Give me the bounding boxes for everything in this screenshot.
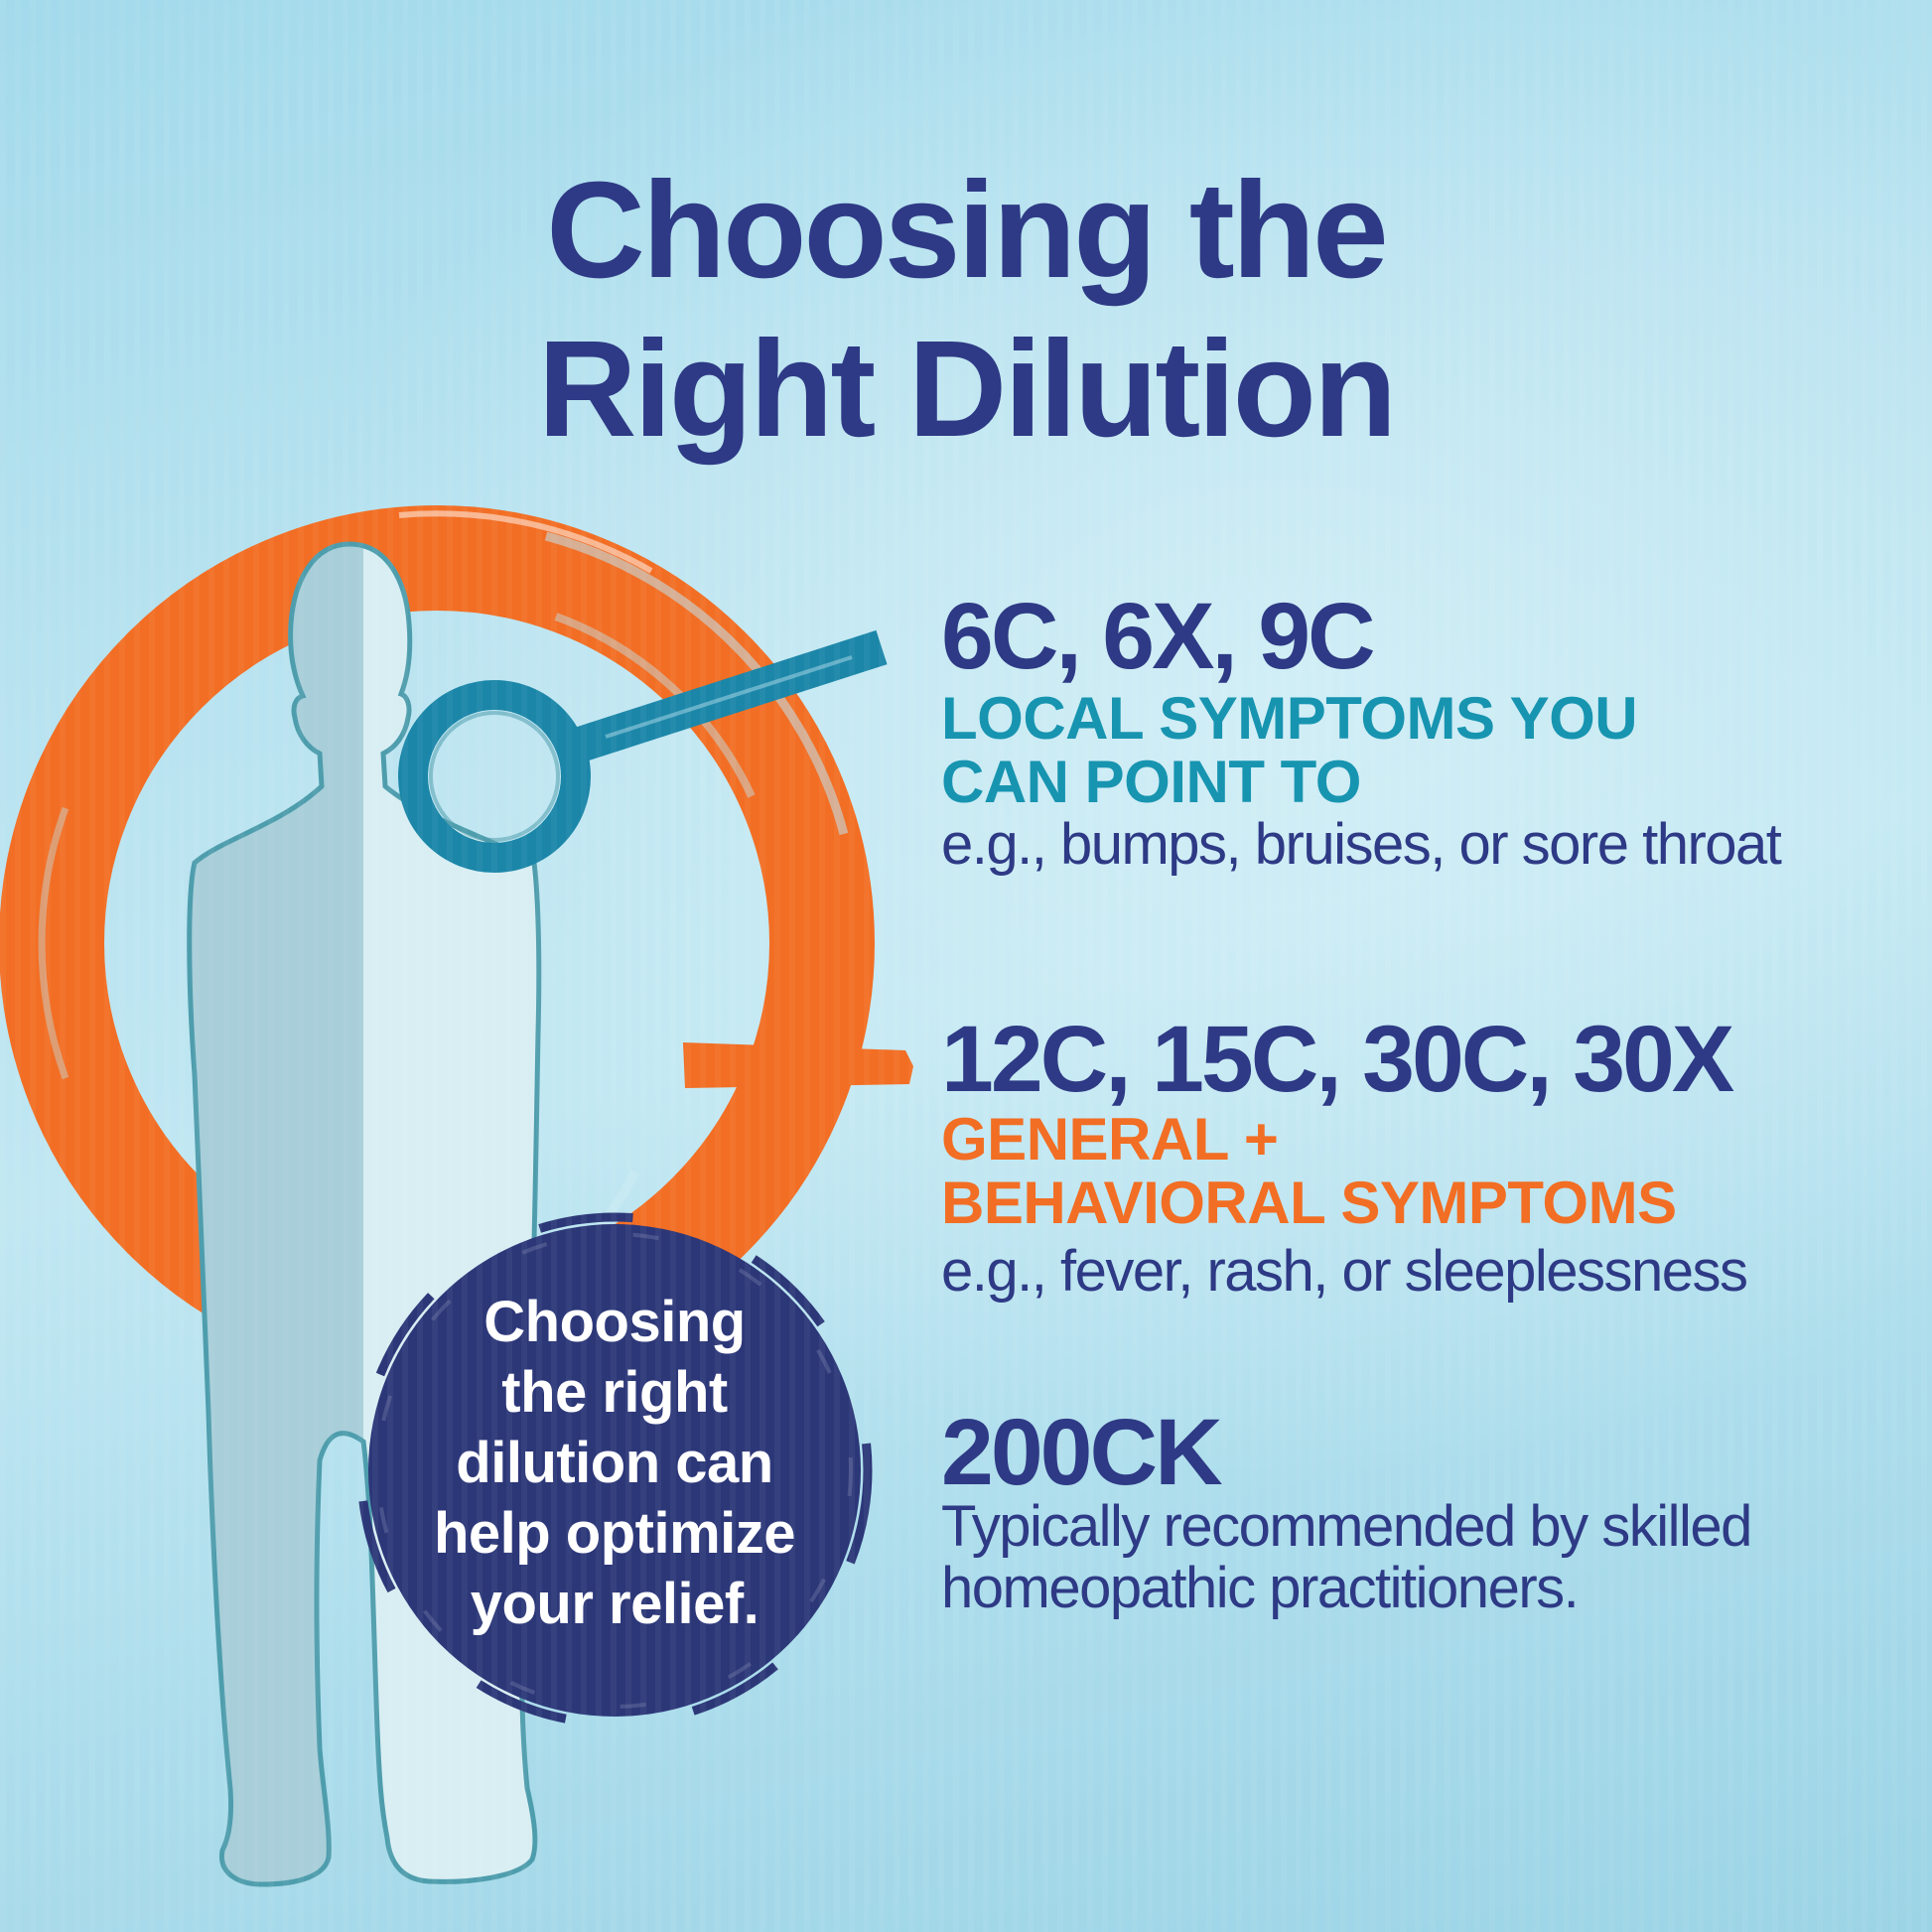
- mid-subheading-line2: BEHAVIORAL SYMPTOMS: [941, 1170, 1677, 1236]
- mid-subheading-line1: GENERAL +: [941, 1106, 1279, 1173]
- dilution-values-high: 200CK: [941, 1400, 1223, 1505]
- page-title-line2: Right Dilution: [537, 313, 1397, 467]
- callout-line-4: help optimize: [433, 1501, 796, 1566]
- mid-example-text: e.g., fever, rash, or sleeplessness: [941, 1239, 1748, 1304]
- page-title-line1: Choosing the: [546, 154, 1389, 307]
- low-subheading-line1: LOCAL SYMPTOMS YOU: [941, 685, 1638, 752]
- section-high-dilutions: 200CK: [941, 1406, 1884, 1500]
- section-high-description: Typically recommended by skilled homeopa…: [941, 1496, 1884, 1619]
- mid-subheading: GENERAL + BEHAVIORAL SYMPTOMS: [941, 1108, 1884, 1235]
- low-subheading-line2: CAN POINT TO: [941, 749, 1361, 815]
- section-low-subheading: LOCAL SYMPTOMS YOU CAN POINT TO: [941, 687, 1884, 814]
- callout-line-3: dilution can: [456, 1431, 773, 1495]
- callout-line-5: your relief.: [470, 1572, 759, 1636]
- high-description-line1: Typically recommended by skilled: [941, 1494, 1752, 1559]
- magnifying-glass-icon: [398, 629, 888, 873]
- section-mid-subheading: GENERAL + BEHAVIORAL SYMPTOMS: [941, 1108, 1884, 1235]
- high-description: Typically recommended by skilled homeopa…: [941, 1496, 1884, 1619]
- low-subheading: LOCAL SYMPTOMS YOU CAN POINT TO: [941, 687, 1884, 814]
- section-low-example: e.g., bumps, bruises, or sore throat: [941, 814, 1884, 876]
- navy-brush-circle: [356, 1212, 873, 1728]
- section-mid-example: e.g., fever, rash, or sleeplessness: [941, 1241, 1884, 1303]
- callout-line-1: Choosing: [483, 1290, 746, 1354]
- section-mid-dilutions: 12C, 15C, 30C, 30X: [941, 1013, 1884, 1107]
- high-description-line2: homeopathic practitioners.: [941, 1556, 1580, 1620]
- callout-line-2: the right: [501, 1360, 728, 1425]
- section-low-dilutions: 6C, 6X, 9C: [941, 590, 1884, 684]
- dilution-values-low: 6C, 6X, 9C: [941, 584, 1376, 689]
- orange-tick-pointer: [683, 1042, 913, 1088]
- low-example-text: e.g., bumps, bruises, or sore throat: [941, 812, 1782, 877]
- page-title: Choosing the Right Dilution: [0, 151, 1932, 469]
- callout-message: Choosing the right dilution can help opt…: [381, 1287, 848, 1639]
- dilution-values-mid: 12C, 15C, 30C, 30X: [941, 1007, 1734, 1112]
